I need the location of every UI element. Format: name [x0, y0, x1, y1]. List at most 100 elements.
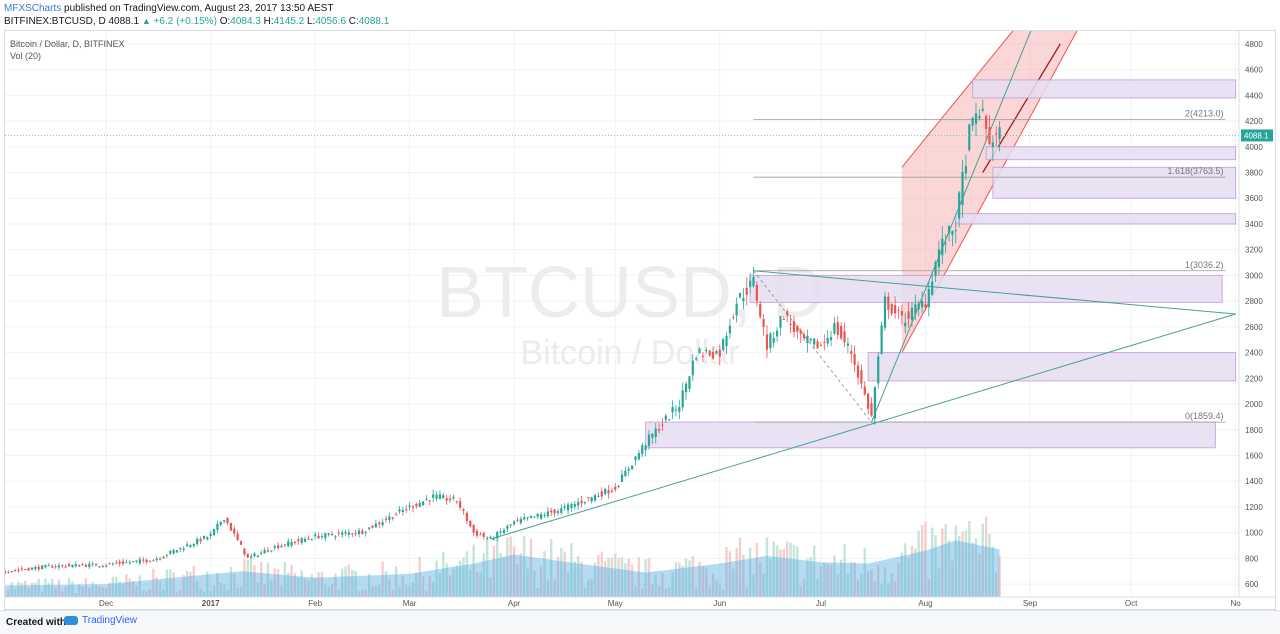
- volume-bar: [941, 528, 944, 597]
- volume-bar: [866, 571, 870, 597]
- candle-body: [813, 338, 816, 345]
- volume-bar: [614, 553, 617, 597]
- volume-bar: [398, 586, 401, 597]
- support-resistance-zone: [955, 213, 1237, 225]
- candle-body: [597, 495, 600, 497]
- volume-bar: [388, 579, 391, 597]
- volume-bar: [735, 548, 738, 597]
- volume-bar: [526, 568, 529, 597]
- candle-body: [364, 532, 367, 534]
- volume-bar: [630, 564, 634, 597]
- volume-bar: [711, 573, 715, 597]
- volume-bar: [324, 584, 327, 597]
- candle-body: [330, 533, 334, 535]
- candle-body: [631, 465, 634, 470]
- candle-body: [897, 310, 900, 312]
- volume-bar: [772, 541, 775, 597]
- volume-bar: [991, 546, 995, 597]
- y-axis-tick-label: 3600: [1245, 194, 1263, 203]
- candle-body: [374, 523, 377, 528]
- open-label: O:: [219, 16, 231, 27]
- candle-body: [799, 330, 802, 334]
- y-axis-tick-label: 4600: [1245, 66, 1263, 75]
- candle-body: [67, 563, 71, 566]
- volume-bar: [904, 543, 907, 597]
- volume-bar: [506, 537, 509, 597]
- volume-bar: [610, 557, 614, 597]
- volume-bar: [839, 559, 843, 597]
- volume-ma-area: [5, 540, 1000, 597]
- chart-panel[interactable]: BTCUSD, D Bitcoin / Dollar 2(4213.0) 1.618(…: [4, 30, 1276, 610]
- volume-bar: [5, 594, 7, 597]
- volume-bar: [509, 536, 512, 597]
- volume-bar: [405, 584, 408, 597]
- fib-level-label: 1(3036.2): [1185, 260, 1224, 270]
- volume-bar: [27, 588, 30, 597]
- candle-body: [647, 434, 651, 447]
- volume-bar: [361, 589, 364, 597]
- low-label: L:: [307, 16, 316, 27]
- volume-bar: [927, 579, 931, 597]
- volume-bar: [108, 582, 111, 597]
- candle-body: [516, 519, 519, 521]
- volume-bar: [681, 565, 684, 597]
- candle-body: [206, 536, 209, 540]
- volume-bar: [381, 561, 384, 597]
- volume-bar: [684, 558, 688, 597]
- volume-bar: [428, 575, 432, 597]
- author-link[interactable]: MFXSCharts: [4, 3, 62, 14]
- candle-body: [199, 538, 202, 542]
- candle-body: [438, 494, 442, 499]
- volume-bar: [519, 553, 523, 597]
- candle-body: [44, 565, 47, 568]
- volume-bar: [411, 582, 415, 597]
- candle-body: [368, 527, 371, 529]
- candle-body: [189, 545, 192, 547]
- y-axis-tick-label: 2200: [1245, 374, 1263, 383]
- candle-body: [51, 566, 54, 568]
- candle-body: [850, 351, 853, 355]
- candle-body: [226, 517, 229, 524]
- volume-bar: [111, 576, 115, 597]
- chart-legend: Bitcoin / Dollar, D, BITFINEX Vol (20): [10, 38, 125, 62]
- candle-body: [924, 304, 927, 308]
- up-arrow-icon: ▲: [141, 16, 151, 26]
- volume-bar: [57, 579, 61, 597]
- volume-bar: [732, 568, 735, 597]
- volume-bar: [77, 584, 81, 597]
- volume-bar: [580, 561, 583, 597]
- volume-bar: [452, 569, 455, 597]
- volume-bar: [276, 568, 280, 597]
- watermark-name: Bitcoin / Dollar: [520, 334, 739, 372]
- x-axis-tick-label: Jun: [713, 599, 726, 608]
- candle-body: [81, 564, 84, 566]
- volume-bar: [893, 581, 897, 597]
- candle-body: [566, 504, 570, 511]
- candle-body: [705, 349, 708, 352]
- candle-body: [769, 333, 772, 349]
- volume-bar: [678, 562, 681, 597]
- volume-bar: [644, 559, 647, 597]
- candle-body: [88, 563, 91, 568]
- candle-body: [826, 338, 829, 344]
- volume-bar: [24, 580, 27, 597]
- volume-bar: [101, 587, 104, 597]
- candle-body: [361, 530, 364, 534]
- candle-body: [883, 296, 887, 328]
- candle-body: [219, 522, 222, 525]
- volume-bar: [900, 552, 904, 597]
- candle-body: [526, 517, 529, 519]
- volume-bar: [843, 544, 846, 597]
- candle-body: [297, 539, 300, 542]
- last-price: 4088.1: [108, 16, 140, 27]
- volume-bar: [310, 574, 314, 597]
- candle-body: [796, 325, 799, 332]
- candle-body: [620, 474, 624, 483]
- candle-body: [486, 537, 489, 539]
- volume-bar: [930, 527, 934, 597]
- volume-bar: [691, 556, 695, 597]
- candle-body: [354, 533, 357, 535]
- tradingview-brand[interactable]: TradingView: [64, 615, 137, 626]
- candle-body: [607, 490, 610, 494]
